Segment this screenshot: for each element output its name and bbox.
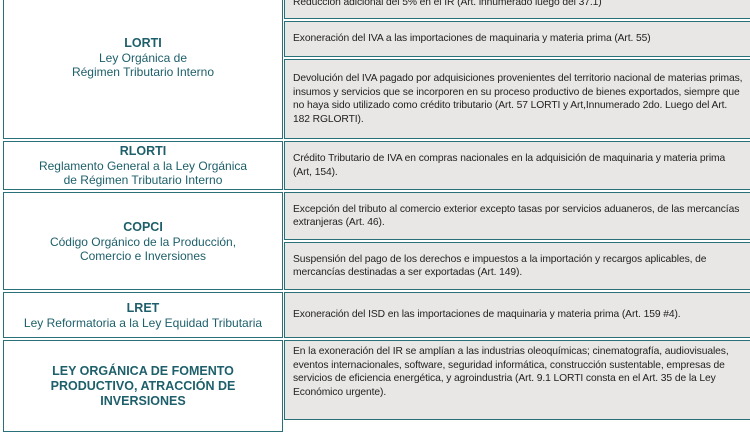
law-abbreviation: LEY ORGÁNICA DE FOMENTO PRODUCTIVO, ATRA… [50, 363, 236, 408]
page: LORTI Ley Orgánica de Régimen Tributario I… [3, 0, 750, 432]
provision-text: Exoneración del IVA a las importaciones … [293, 33, 651, 45]
law-name-cell: LRET Ley Reformatoria a la Ley Equidad Tr… [3, 292, 283, 338]
law-name-cell: LORTI Ley Orgánica de Régimen Tributario I… [3, 0, 283, 139]
law-full-name: Código Orgánico de la Producción, [49, 234, 237, 249]
provision-cell: Crédito Tributario de IVA en compras nac… [284, 141, 750, 190]
law-full-name: Ley Reformatoria a la Ley Equidad Tribut… [23, 315, 263, 330]
provision-cell: Exoneración del IVA a las importaciones … [284, 21, 750, 57]
law-abbreviation: LORTI [124, 36, 162, 50]
provision-text: Crédito Tributario de IVA en compras nac… [293, 153, 726, 178]
provision-text: Excepción del tributo al comercio exteri… [293, 203, 740, 229]
provision-text: Reducción adicional del 5% en el IR (Art… [293, 0, 602, 8]
provision-text: Devolución del IVA pagado por adquisicio… [293, 73, 743, 125]
law-full-name: Ley Orgánica de [98, 51, 188, 65]
law-abbreviation: RLORTI [119, 144, 167, 158]
law-name-cell: RLORTI Reglamento General a la Ley Orgáni… [3, 141, 283, 190]
law-full-name: de Régimen Tributario Interno [63, 173, 223, 187]
provision-cell: Reducción adicional del 5% en el IR (Art… [284, 0, 750, 19]
provision-cell: Devolución del IVA pagado por adquisicio… [284, 59, 750, 139]
law-full-name: Reglamento General a la Ley Orgánica [38, 159, 248, 173]
law-full-name: Comercio e Inversiones [79, 248, 207, 263]
law-abbreviation: COPCI [123, 219, 163, 234]
provision-cell: Exoneración del ISD en las importaciones… [284, 292, 750, 338]
provision-text: Exoneración del ISD en las importaciones… [293, 309, 681, 321]
provision-cell: Suspensión del pago de los derechos e im… [284, 242, 750, 290]
provision-cell: Excepción del tributo al comercio exteri… [284, 192, 750, 240]
provision-cell: En la exoneración del IR se amplían a la… [284, 340, 750, 420]
law-abbreviation: LRET [126, 300, 160, 315]
law-name-cell: COPCI Código Orgánico de la Producción, Co… [3, 192, 283, 290]
law-full-name: Régimen Tributario Interno [71, 65, 215, 79]
provision-text: Suspensión del pago de los derechos e im… [293, 253, 707, 279]
law-name-cell: LEY ORGÁNICA DE FOMENTO PRODUCTIVO, ATRA… [3, 340, 283, 432]
provision-text: En la exoneración del IR se amplían a la… [293, 346, 729, 398]
